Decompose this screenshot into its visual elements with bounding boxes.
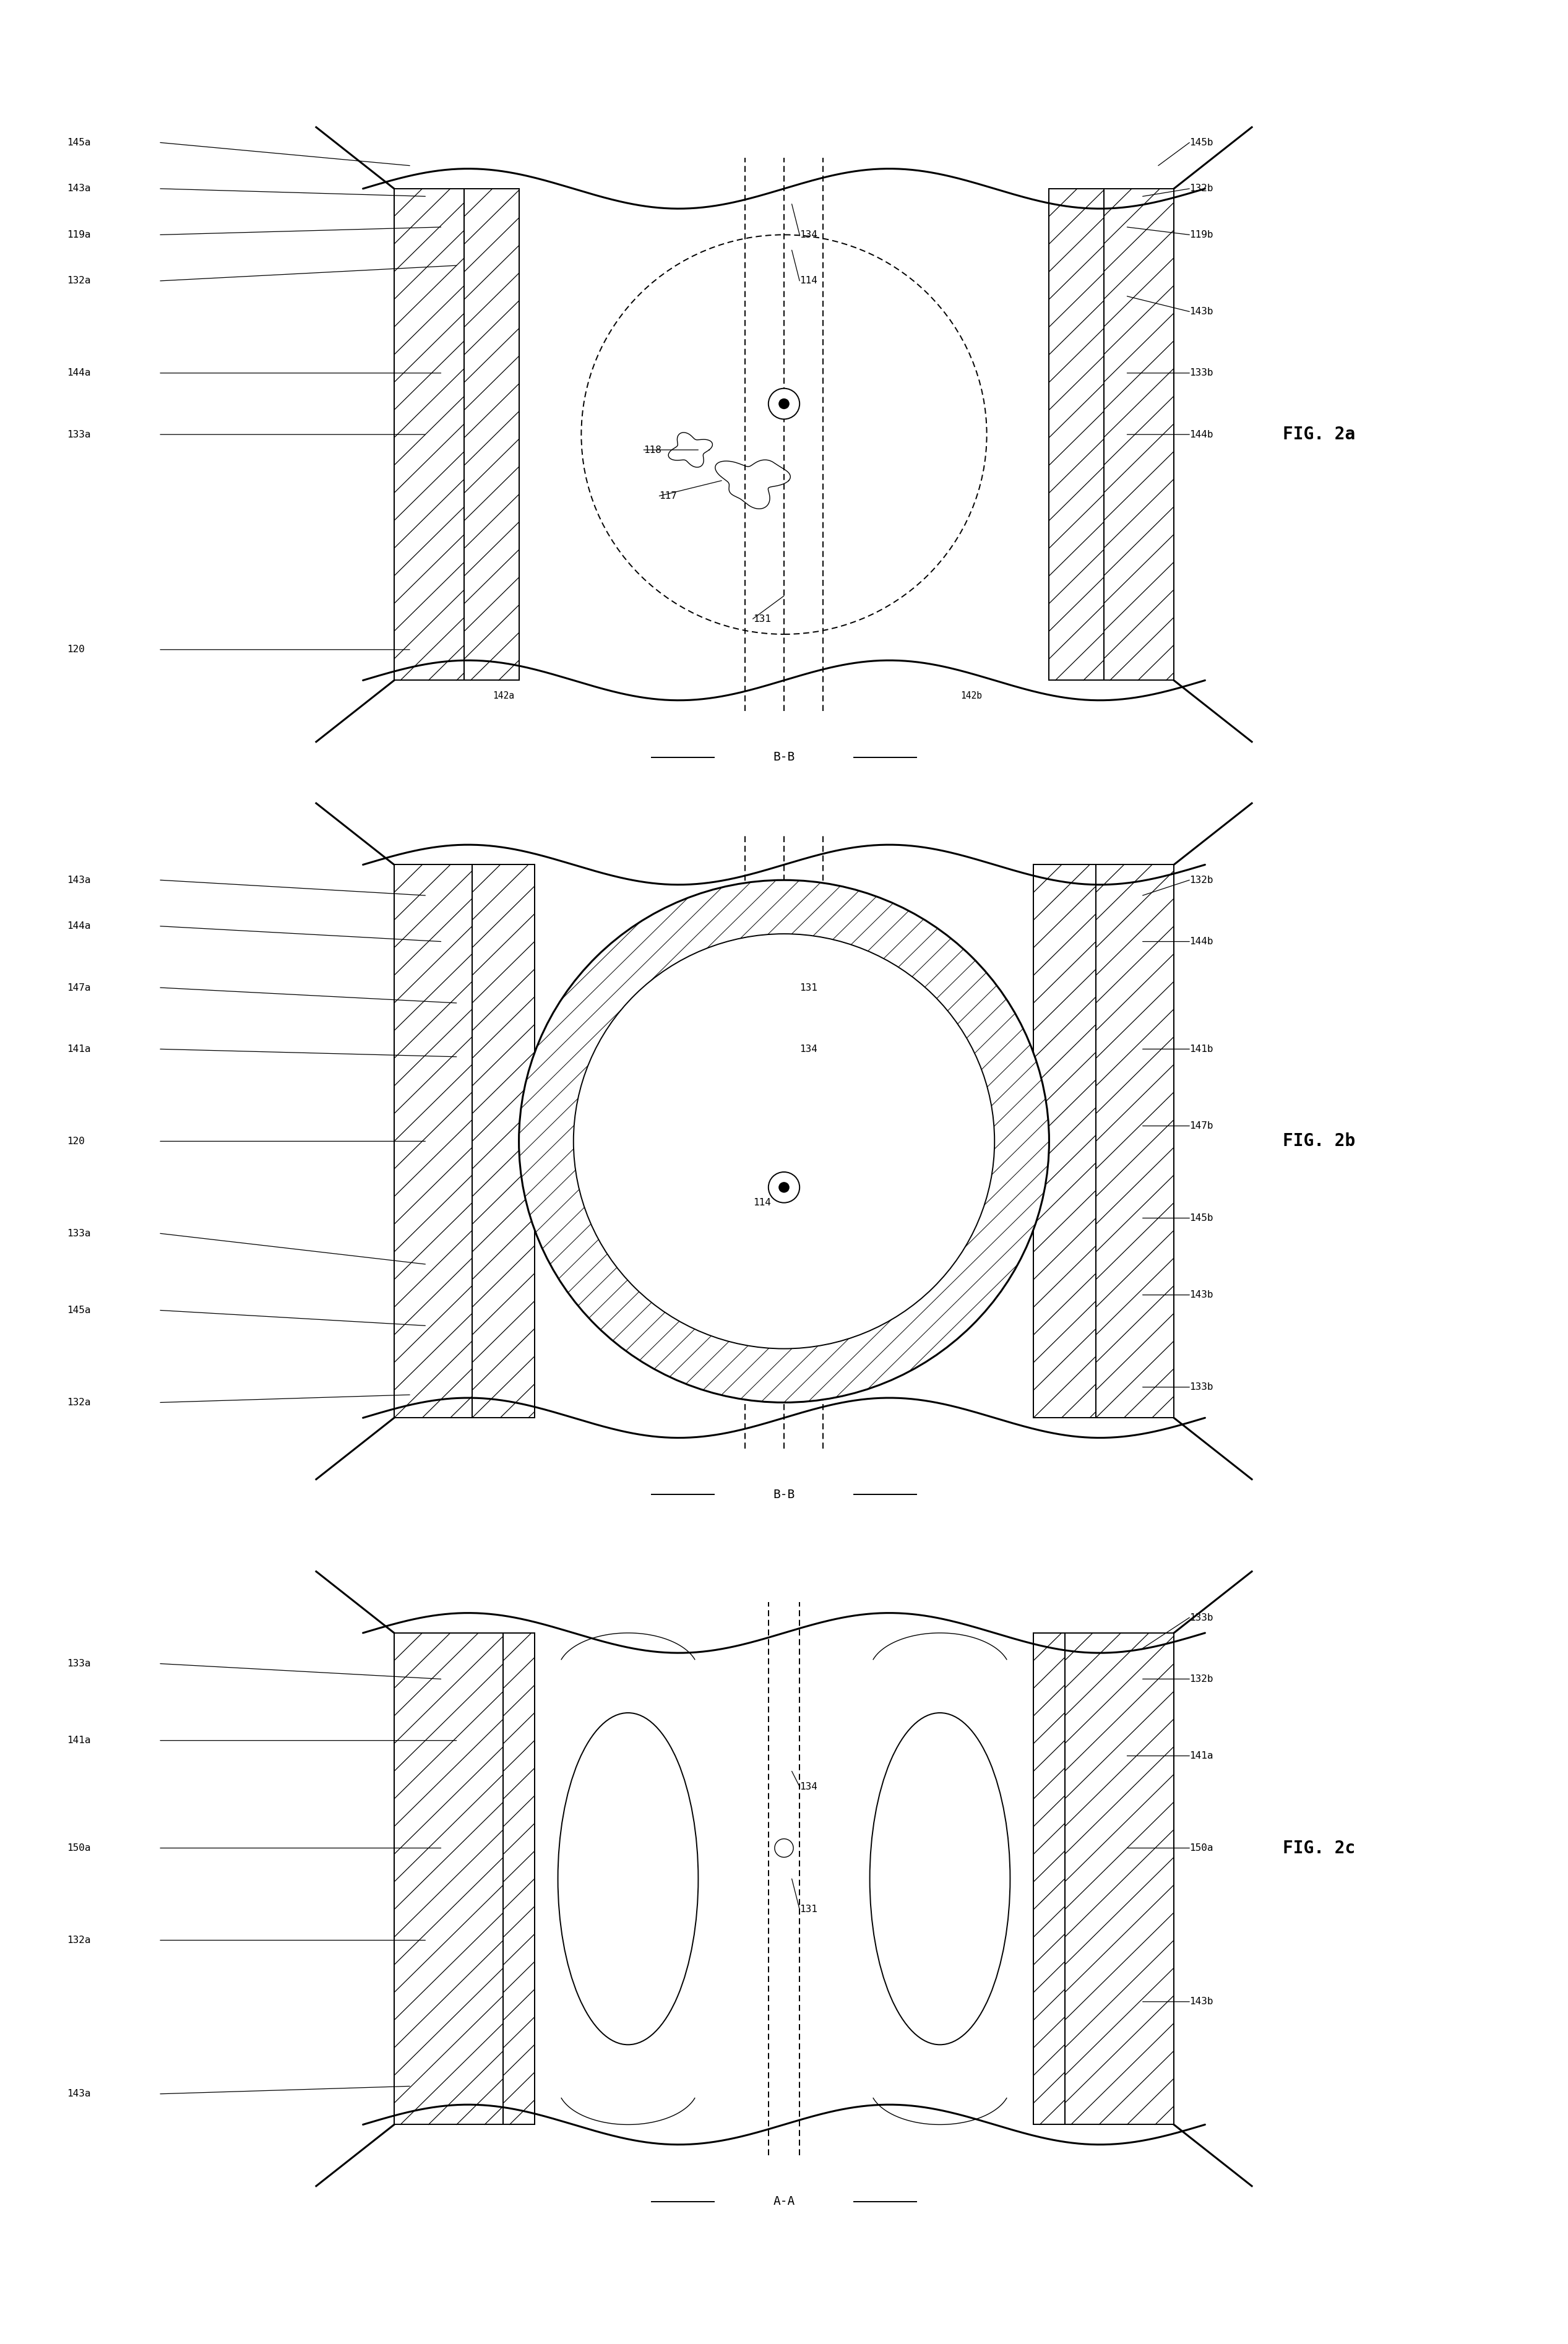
Text: FIG. 2b: FIG. 2b — [1283, 1132, 1356, 1151]
Text: 134: 134 — [800, 1045, 817, 1055]
Text: 144a: 144a — [67, 921, 91, 931]
Text: FIG. 2a: FIG. 2a — [1283, 427, 1356, 443]
Bar — [535, 1634, 1033, 2124]
Text: 118: 118 — [643, 445, 662, 455]
Bar — [1096, 865, 1174, 1418]
Text: 143b: 143b — [1190, 307, 1214, 316]
Bar — [394, 1634, 503, 2124]
Ellipse shape — [870, 1713, 1010, 2044]
Text: 132b: 132b — [1190, 1674, 1214, 1683]
Text: 131: 131 — [753, 614, 771, 624]
Text: 120: 120 — [67, 1137, 85, 1146]
Text: 147a: 147a — [67, 982, 91, 992]
Circle shape — [779, 398, 789, 410]
Text: 141a: 141a — [1190, 1751, 1214, 1760]
Text: 150a: 150a — [1190, 1842, 1214, 1852]
Text: B-B: B-B — [773, 752, 795, 764]
Bar — [394, 188, 464, 680]
Text: 143b: 143b — [1190, 1997, 1214, 2006]
Text: 143a: 143a — [67, 874, 91, 884]
Text: 132a: 132a — [67, 1397, 91, 1406]
Text: 145b: 145b — [1190, 1214, 1214, 1224]
Bar — [1104, 188, 1174, 680]
Bar — [472, 865, 535, 1418]
Text: 133b: 133b — [1190, 368, 1214, 377]
Text: 145a: 145a — [67, 138, 91, 148]
Bar — [1033, 865, 1096, 1418]
Text: 143b: 143b — [1190, 1289, 1214, 1299]
Text: 132b: 132b — [1190, 185, 1214, 192]
Circle shape — [519, 879, 1049, 1402]
Text: B-B: B-B — [773, 1488, 795, 1500]
Text: 144a: 144a — [67, 368, 91, 377]
Ellipse shape — [558, 1713, 698, 2044]
Bar — [535, 865, 1033, 1418]
Text: 133a: 133a — [67, 429, 91, 438]
Text: 147b: 147b — [1190, 1120, 1214, 1130]
Text: A-A: A-A — [773, 2196, 795, 2208]
Bar — [1033, 1634, 1065, 2124]
Text: 114: 114 — [753, 1198, 771, 1207]
Bar — [519, 188, 1049, 680]
Text: FIG. 2c: FIG. 2c — [1283, 1840, 1356, 1856]
Text: 120: 120 — [67, 645, 85, 654]
Text: 142b: 142b — [960, 691, 982, 701]
Text: 134: 134 — [800, 230, 817, 239]
Text: 133b: 133b — [1190, 1383, 1214, 1392]
Bar — [1065, 1634, 1174, 2124]
Text: 133a: 133a — [67, 1660, 91, 1669]
Text: 144b: 144b — [1190, 429, 1214, 438]
Text: 132b: 132b — [1190, 874, 1214, 884]
Text: 132a: 132a — [67, 277, 91, 286]
Bar — [1049, 188, 1104, 680]
Text: 119b: 119b — [1190, 230, 1214, 239]
Text: 134: 134 — [800, 1781, 817, 1791]
Text: 150a: 150a — [67, 1842, 91, 1852]
Text: 133a: 133a — [67, 1228, 91, 1238]
Text: 131: 131 — [800, 982, 817, 992]
Text: 143a: 143a — [67, 2089, 91, 2098]
Circle shape — [574, 933, 994, 1348]
Bar — [503, 1634, 535, 2124]
Text: 114: 114 — [800, 277, 817, 286]
Text: 117: 117 — [659, 492, 677, 502]
Circle shape — [768, 389, 800, 420]
Text: 141b: 141b — [1190, 1045, 1214, 1055]
Text: 144b: 144b — [1190, 938, 1214, 947]
Text: 142a: 142a — [492, 691, 514, 701]
Text: 133b: 133b — [1190, 1613, 1214, 1622]
Circle shape — [775, 1838, 793, 1856]
Circle shape — [779, 1181, 789, 1193]
Text: 131: 131 — [800, 1906, 817, 1915]
Text: 141a: 141a — [67, 1737, 91, 1746]
Text: 143a: 143a — [67, 185, 91, 192]
Text: 141a: 141a — [67, 1045, 91, 1055]
Text: 145b: 145b — [1190, 138, 1214, 148]
Text: 145a: 145a — [67, 1306, 91, 1315]
Bar — [464, 188, 519, 680]
Text: 119a: 119a — [67, 230, 91, 239]
Circle shape — [768, 1172, 800, 1202]
Bar — [394, 865, 472, 1418]
Text: 132a: 132a — [67, 1936, 91, 1946]
